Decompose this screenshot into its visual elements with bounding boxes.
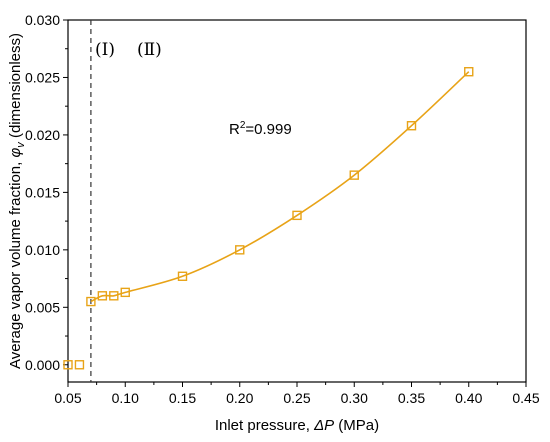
y-tick-label: 0.030: [25, 12, 60, 28]
y-axis: 0.000 0.005 0.010 0.015 0.020 0.025 0.030: [25, 12, 68, 373]
data-point: [120, 287, 130, 298]
r-squared-annotation: R2=0.999: [229, 120, 292, 138]
x-tick-label: 0.30: [341, 390, 368, 406]
x-tick-label: 0.35: [398, 390, 425, 406]
x-tick-label: 0.05: [54, 390, 81, 406]
x-tick-label: 0.45: [512, 390, 539, 406]
x-tick-label: 0.25: [283, 390, 310, 406]
data-points: [63, 67, 474, 370]
y-tick-label: 0.005: [25, 299, 60, 315]
data-point: [63, 360, 73, 370]
data-point: [349, 170, 359, 180]
data-point: [74, 360, 85, 370]
data-point: [406, 121, 417, 131]
region-label-right: (Ⅱ): [137, 40, 162, 60]
data-point: [97, 291, 108, 301]
y-tick-label: 0.000: [25, 357, 60, 373]
data-point: [235, 245, 245, 255]
data-point: [86, 296, 96, 307]
x-tick-label: 0.10: [112, 390, 139, 406]
data-point: [177, 271, 188, 281]
x-axis-title: Inlet pressure, ΔP (MPa): [215, 417, 379, 434]
fit-curve: [90, 71, 470, 303]
x-tick-label: 0.40: [455, 390, 482, 406]
y-axis-title: Average vapor volume fraction, φv (dimen…: [7, 33, 27, 369]
data-point: [464, 67, 474, 77]
plot-frame: [67, 19, 527, 383]
x-axis: 0.05 0.10 0.15 0.20 0.25 0.30 0.35 0.40 0.45: [54, 382, 540, 406]
y-tick-label: 0.015: [25, 184, 60, 200]
y-tick-label: 0.020: [25, 127, 60, 143]
data-point: [109, 291, 119, 301]
x-tick-label: 0.20: [226, 390, 253, 406]
y-tick-label: 0.010: [25, 242, 60, 258]
x-tick-label: 0.15: [169, 390, 196, 406]
region-label-left: (Ⅰ): [95, 40, 115, 60]
data-point: [292, 210, 302, 221]
y-tick-label: 0.025: [25, 69, 60, 85]
